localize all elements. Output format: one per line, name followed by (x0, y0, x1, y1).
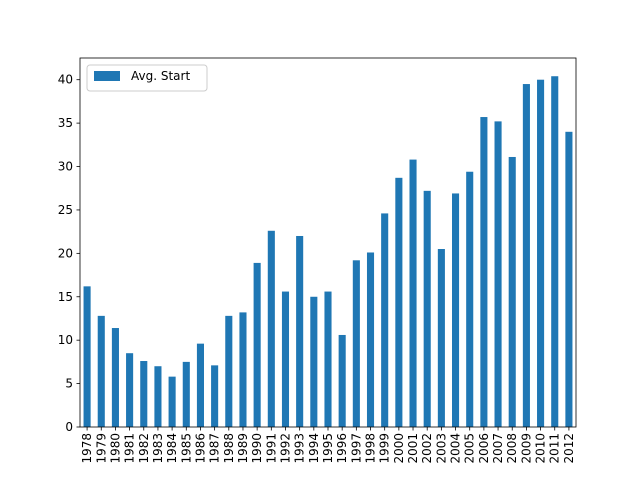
x-tick-label: 2005 (463, 433, 477, 464)
bar-2011 (551, 76, 559, 427)
x-tick-label: 1986 (193, 433, 207, 464)
bar-1992 (281, 291, 290, 427)
bar-1994 (310, 296, 318, 427)
x-tick-label: 1984 (165, 433, 179, 464)
x-tick-label: 2011 (548, 433, 562, 464)
bar-1998 (366, 252, 375, 427)
x-tick-label: 1993 (293, 433, 307, 464)
y-tick-label: 0 (65, 420, 73, 434)
legend: Avg. Start (86, 64, 208, 92)
y-tick-label: 20 (58, 246, 73, 260)
bar-1989 (239, 312, 247, 427)
x-tick-label: 2007 (491, 433, 505, 464)
bar-1980 (111, 328, 119, 427)
x-tick-label: 2003 (434, 433, 448, 464)
bar-1986 (196, 343, 204, 427)
x-tick-label: 2004 (449, 433, 463, 464)
x-tick-label: 2001 (406, 433, 420, 464)
x-tick-label: 1997 (349, 433, 363, 464)
x-tick-label: 1994 (307, 433, 321, 464)
bar-1995 (324, 291, 332, 427)
y-tick-label: 10 (58, 333, 73, 347)
bar-2012 (565, 131, 573, 428)
x-tick-label: 1998 (364, 433, 378, 464)
plot-frame (79, 57, 577, 428)
x-tick-label: 1990 (250, 433, 264, 464)
x-tick-label: 2006 (477, 433, 491, 464)
x-tick-label: 2000 (392, 433, 406, 464)
bar-1979 (97, 315, 105, 427)
x-tick-label: 1999 (378, 433, 392, 464)
x-tick-label: 2008 (505, 433, 519, 464)
bar-1988 (225, 315, 233, 427)
bar-1993 (296, 235, 304, 427)
x-tick-label: 1980 (108, 433, 122, 464)
x-tick-label: 1989 (236, 433, 250, 464)
bar-2006 (480, 117, 488, 427)
bar-2003 (437, 249, 445, 427)
x-tick-label: 1996 (335, 433, 349, 464)
y-tick-label: 35 (58, 116, 73, 130)
bar-1991 (267, 230, 275, 427)
x-tick-label: 2009 (519, 433, 533, 464)
bar-1990 (253, 262, 261, 427)
y-tick-label: 5 (65, 377, 73, 391)
x-tick-label: 1987 (208, 433, 222, 464)
bar-1999 (381, 213, 389, 427)
x-tick-label: 1992 (278, 433, 292, 464)
x-tick-label: 2002 (420, 433, 434, 464)
x-tick-label: 1981 (123, 433, 137, 464)
y-tick-label: 40 (58, 73, 73, 87)
x-tick-label: 1979 (94, 433, 108, 464)
x-tick-label: 1985 (179, 433, 193, 464)
x-tick-label: 1995 (321, 433, 335, 464)
bar-2010 (537, 79, 545, 428)
x-tick-label: 1988 (222, 433, 236, 464)
legend-label-avg-start: Avg. Start (131, 69, 190, 83)
y-tick-label: 25 (58, 203, 73, 217)
x-tick-label: 2012 (562, 433, 576, 464)
bar-1985 (182, 361, 190, 427)
y-axis: 0 5 10 15 20 25 30 35 40 (58, 73, 80, 434)
x-tick-label: 2010 (534, 433, 548, 464)
bar-2005 (466, 171, 474, 427)
y-tick-label: 30 (58, 160, 73, 174)
bar-2004 (452, 193, 460, 427)
x-tick-label: 1983 (151, 433, 165, 464)
y-tick-label: 15 (58, 290, 73, 304)
bar-2000 (395, 177, 403, 427)
bar-1978 (83, 286, 91, 427)
bar-1981 (126, 353, 134, 427)
bar-1983 (154, 366, 162, 427)
bar-2009 (522, 84, 530, 427)
bar-2001 (409, 159, 417, 427)
bar-2002 (423, 190, 431, 427)
x-tick-label: 1982 (137, 433, 151, 464)
bar-1987 (211, 365, 219, 427)
bar-2007 (494, 121, 502, 428)
legend-swatch-avg-start (94, 71, 120, 81)
bar-1996 (338, 334, 346, 427)
bar-1997 (352, 260, 360, 427)
x-tick-label: 1978 (80, 433, 94, 464)
x-tick-label: 1991 (264, 433, 278, 464)
bar-1982 (140, 361, 148, 427)
x-axis: 1978 1979 1980 1981 1982 1983 1984 1985 1986 1987… (80, 427, 576, 464)
bar-1984 (168, 376, 176, 427)
bars-layer (83, 76, 573, 428)
bar-2008 (508, 156, 516, 427)
